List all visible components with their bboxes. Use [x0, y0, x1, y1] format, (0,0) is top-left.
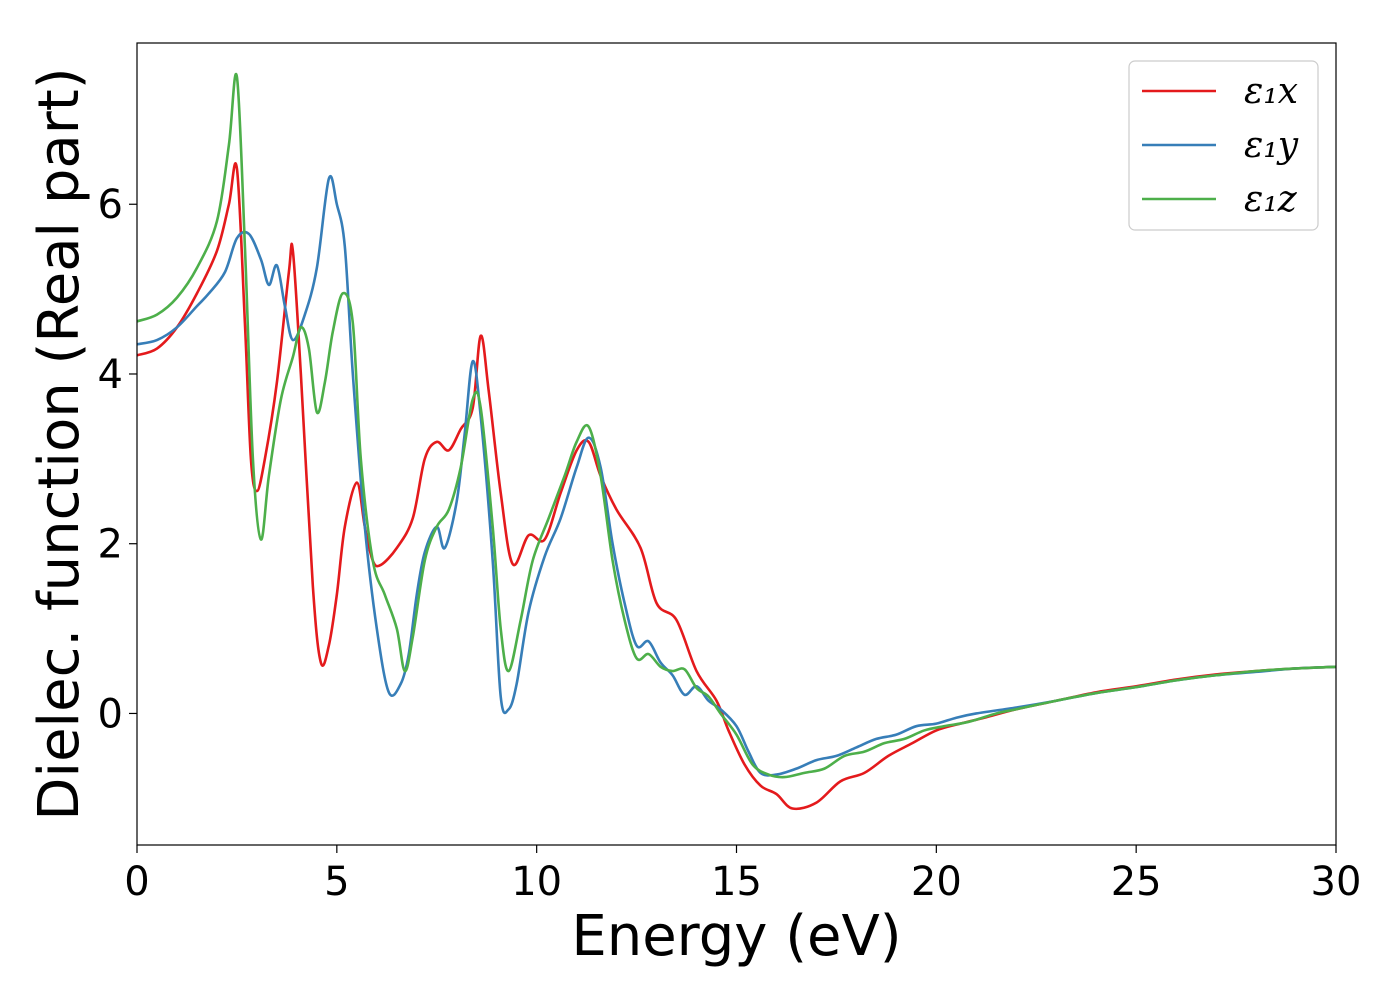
legend-label-1: ε₁x: [1244, 71, 1298, 112]
x-tick-label: 20: [911, 859, 962, 905]
x-axis-ticks: 0 5 10 15 20 25 30: [124, 845, 1361, 905]
series-line-3: [137, 72, 1336, 779]
x-tick-label: 30: [1311, 859, 1362, 905]
y-tick-label: 6: [98, 182, 123, 228]
x-axis-title: Energy (eV): [571, 904, 901, 969]
x-tick-label: 5: [324, 859, 349, 905]
x-tick-label: 0: [124, 859, 149, 905]
legend: ε₁x ε₁y ε₁z: [1128, 60, 1319, 231]
y-tick-label: 4: [98, 352, 123, 398]
y-tick-label: 2: [98, 522, 123, 568]
series-line-2: [137, 175, 1336, 777]
legend-label-2: ε₁y: [1244, 125, 1299, 166]
x-tick-label: 10: [511, 859, 562, 905]
x-tick-label: 15: [711, 859, 762, 905]
legend-label-3: ε₁z: [1244, 179, 1298, 220]
y-tick-label: 0: [98, 691, 123, 737]
legend-box: [1128, 60, 1319, 231]
y-axis-ticks: 0 2 4 6: [98, 182, 137, 737]
series-line-1: [137, 162, 1336, 811]
y-axis-title: Dielec. function (Real part): [27, 67, 92, 820]
x-tick-label: 25: [1111, 859, 1162, 905]
